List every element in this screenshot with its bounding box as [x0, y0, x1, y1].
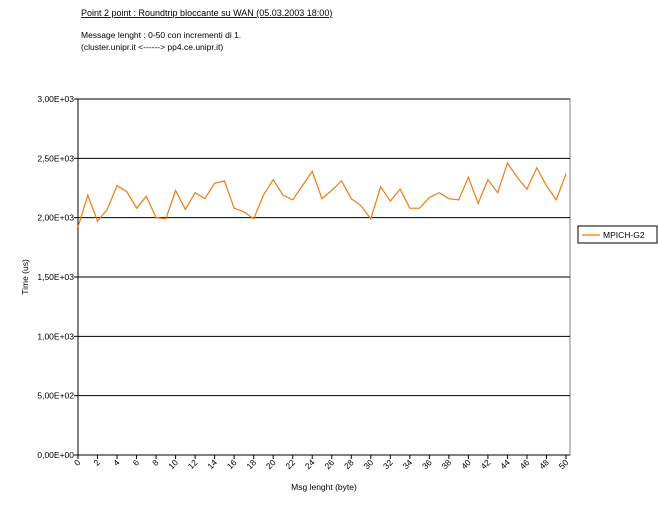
x-axis-label: Msg lenght (byte)	[291, 482, 357, 492]
x-tick-label: 20	[264, 457, 278, 471]
y-tick-label: 0,00E+00	[37, 450, 74, 460]
x-tick-label: 4	[111, 457, 122, 468]
x-tick-label: 28	[342, 457, 356, 471]
x-tick-label: 46	[518, 457, 532, 471]
x-tick-label: 48	[537, 457, 551, 471]
x-tick-label: 26	[322, 457, 336, 471]
x-tick-label: 32	[381, 457, 395, 471]
y-tick-label: 5,00E+02	[37, 391, 74, 401]
legend-label: MPICH-G2	[603, 230, 645, 240]
x-tick-label: 12	[186, 457, 200, 471]
x-tick-label: 22	[283, 457, 297, 471]
y-axis-label: Time (us)	[20, 259, 30, 295]
y-tick-label: 2,00E+03	[37, 213, 74, 223]
data-line	[77, 161, 567, 228]
x-tick-label: 18	[244, 457, 258, 471]
x-tick-label: 40	[459, 457, 473, 471]
y-tick-label: 1,50E+03	[37, 272, 74, 282]
legend-box	[577, 225, 658, 244]
x-tick-label: 0	[72, 457, 83, 468]
x-tick-label: 2	[92, 457, 103, 468]
x-tick-label: 38	[440, 457, 454, 471]
x-tick-label: 36	[420, 457, 434, 471]
x-tick-label: 34	[400, 457, 414, 471]
y-tick-label: 3,00E+03	[37, 94, 74, 104]
x-tick-label: 8	[150, 457, 161, 468]
x-tick-label: 6	[131, 457, 142, 468]
x-tick-label: 30	[361, 457, 375, 471]
subtitle: (cluster.unipr.it <------> pp4.ce.unipr.…	[81, 42, 223, 52]
x-tick-label: 24	[303, 457, 317, 471]
x-tick-label: 16	[225, 457, 239, 471]
chart-title: Point 2 point : Roundtrip bloccante su W…	[81, 8, 332, 18]
x-tick-label: 10	[166, 457, 180, 471]
y-tick-label: 1,00E+03	[37, 331, 74, 341]
x-tick-label: 44	[498, 457, 512, 471]
x-tick-label: 42	[479, 457, 493, 471]
x-tick-label: 50	[557, 457, 571, 471]
subtitle: Message lenght : 0-50 con incrementi di …	[81, 30, 241, 40]
y-tick-label: 2,50E+03	[37, 153, 74, 163]
x-tick-label: 14	[205, 457, 219, 471]
